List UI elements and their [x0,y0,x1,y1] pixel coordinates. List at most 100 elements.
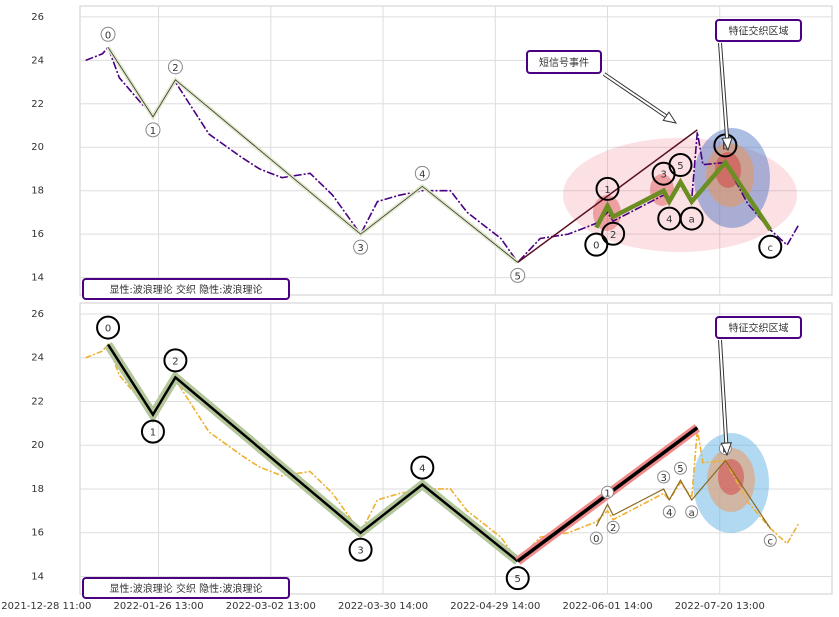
wave-label: c [768,536,774,547]
plot-area [79,5,833,296]
x-tick-label: 2021-12-28 11:00 [1,601,91,612]
y-tick-label: 22 [31,99,44,110]
callout-box [715,316,802,339]
callout-text: 特征交织区域 [729,322,789,335]
wave-marker [414,165,430,181]
arrow-head [721,137,733,152]
price-line [85,45,800,264]
arrow-head [720,442,732,457]
wave-marker [140,419,165,444]
wave-label: 1 [150,428,156,439]
arrow-head [662,111,678,124]
callout-box [82,278,290,300]
wave-label: 1 [604,488,610,499]
x-tick-label: 2022-06-01 14:00 [562,601,652,612]
y-tick-label: 26 [31,309,44,320]
callout-text: 显性:波浪理论 交织 隐性:波浪理论 [109,283,262,296]
wave-label: 1 [604,185,610,196]
wave-label: a [689,215,695,226]
wave-label: 5 [515,574,521,585]
zone [718,459,744,495]
short-wave-line [594,158,773,232]
wave-marker [668,153,693,178]
wave-line [107,343,519,563]
wave-label: 3 [357,546,363,557]
wave-label: b [722,141,728,152]
wave-label: 4 [419,169,425,180]
wave-marker [353,239,369,255]
y-tick-label: 18 [31,484,44,495]
callout-text: 显性:波浪理论 交织 隐性:波浪理论 [109,582,262,595]
wave-marker [601,485,615,499]
callout-box [82,577,290,599]
wave-label: 4 [419,464,425,475]
y-tick-label: 26 [31,12,44,23]
callout-text: 特征交织区域 [729,25,789,38]
wave-label: 1 [150,126,156,137]
callout-box [526,50,602,74]
arrow-shaft-inner [719,339,728,444]
x-tick-label: 2022-04-29 14:00 [450,601,540,612]
wave-marker [348,537,373,562]
callout-text: 短信号事件 [539,56,589,69]
signal-line [517,129,698,264]
x-tick-label: 2022-03-30 14:00 [338,601,428,612]
wave-marker [685,505,699,519]
wave-label: c [768,243,774,254]
wave-marker [584,232,609,257]
wave-label: a [689,508,695,519]
short-wave-line [595,459,771,529]
y-tick-label: 14 [31,571,44,582]
wave-marker [505,566,530,591]
wave-label: 0 [593,534,599,545]
wave-marker [510,267,526,283]
wave-marker [601,221,626,246]
price-line [85,343,800,563]
wave-label: 0 [105,324,111,335]
wave-marker [167,59,183,75]
x-tick-label: 2022-03-02 13:00 [226,601,316,612]
wave-marker [100,26,116,42]
wave-label: 4 [666,508,672,519]
wave-label: 5 [677,464,683,475]
wave-label: 5 [677,161,683,172]
wave-marker [657,470,671,484]
wave-label: 2 [610,523,616,534]
wave-label: 5 [515,271,521,282]
arrow-shaft-inner [719,42,729,139]
x-tick-label: 2022-01-26 13:00 [114,601,204,612]
y-tick-label: 16 [31,528,44,539]
wave-marker [96,315,121,340]
wave-label: 2 [172,356,178,367]
wave-marker [763,533,777,547]
wave-label: 0 [105,30,111,41]
wave-marker [662,505,676,519]
callout-box [715,19,802,42]
wave-marker [606,520,620,534]
y-tick-label: 16 [31,229,44,240]
y-tick-label: 14 [31,273,44,284]
wave-label: 3 [660,473,666,484]
x-tick-label: 2022-07-20 13:00 [675,601,765,612]
wave-label: 3 [660,170,666,181]
wave-label: 4 [666,215,672,226]
wave-marker [145,122,161,138]
wave-marker [758,234,783,259]
y-tick-label: 24 [31,353,44,364]
wave-line [107,47,518,263]
y-tick-label: 20 [31,440,44,451]
wave-marker [673,461,687,475]
wave-marker [589,531,603,545]
wave-marker [595,176,620,201]
wave-marker [410,455,435,480]
y-tick-label: 18 [31,186,44,197]
wave-label: 2 [610,230,616,241]
wave-marker [679,206,704,231]
arrow-shaft-inner [603,73,667,118]
y-tick-label: 20 [31,142,44,153]
wave-label: 0 [593,241,599,252]
wave-label: 3 [357,243,363,254]
wave-label: 2 [172,63,178,74]
y-tick-label: 22 [31,396,44,407]
y-tick-label: 24 [31,55,44,66]
